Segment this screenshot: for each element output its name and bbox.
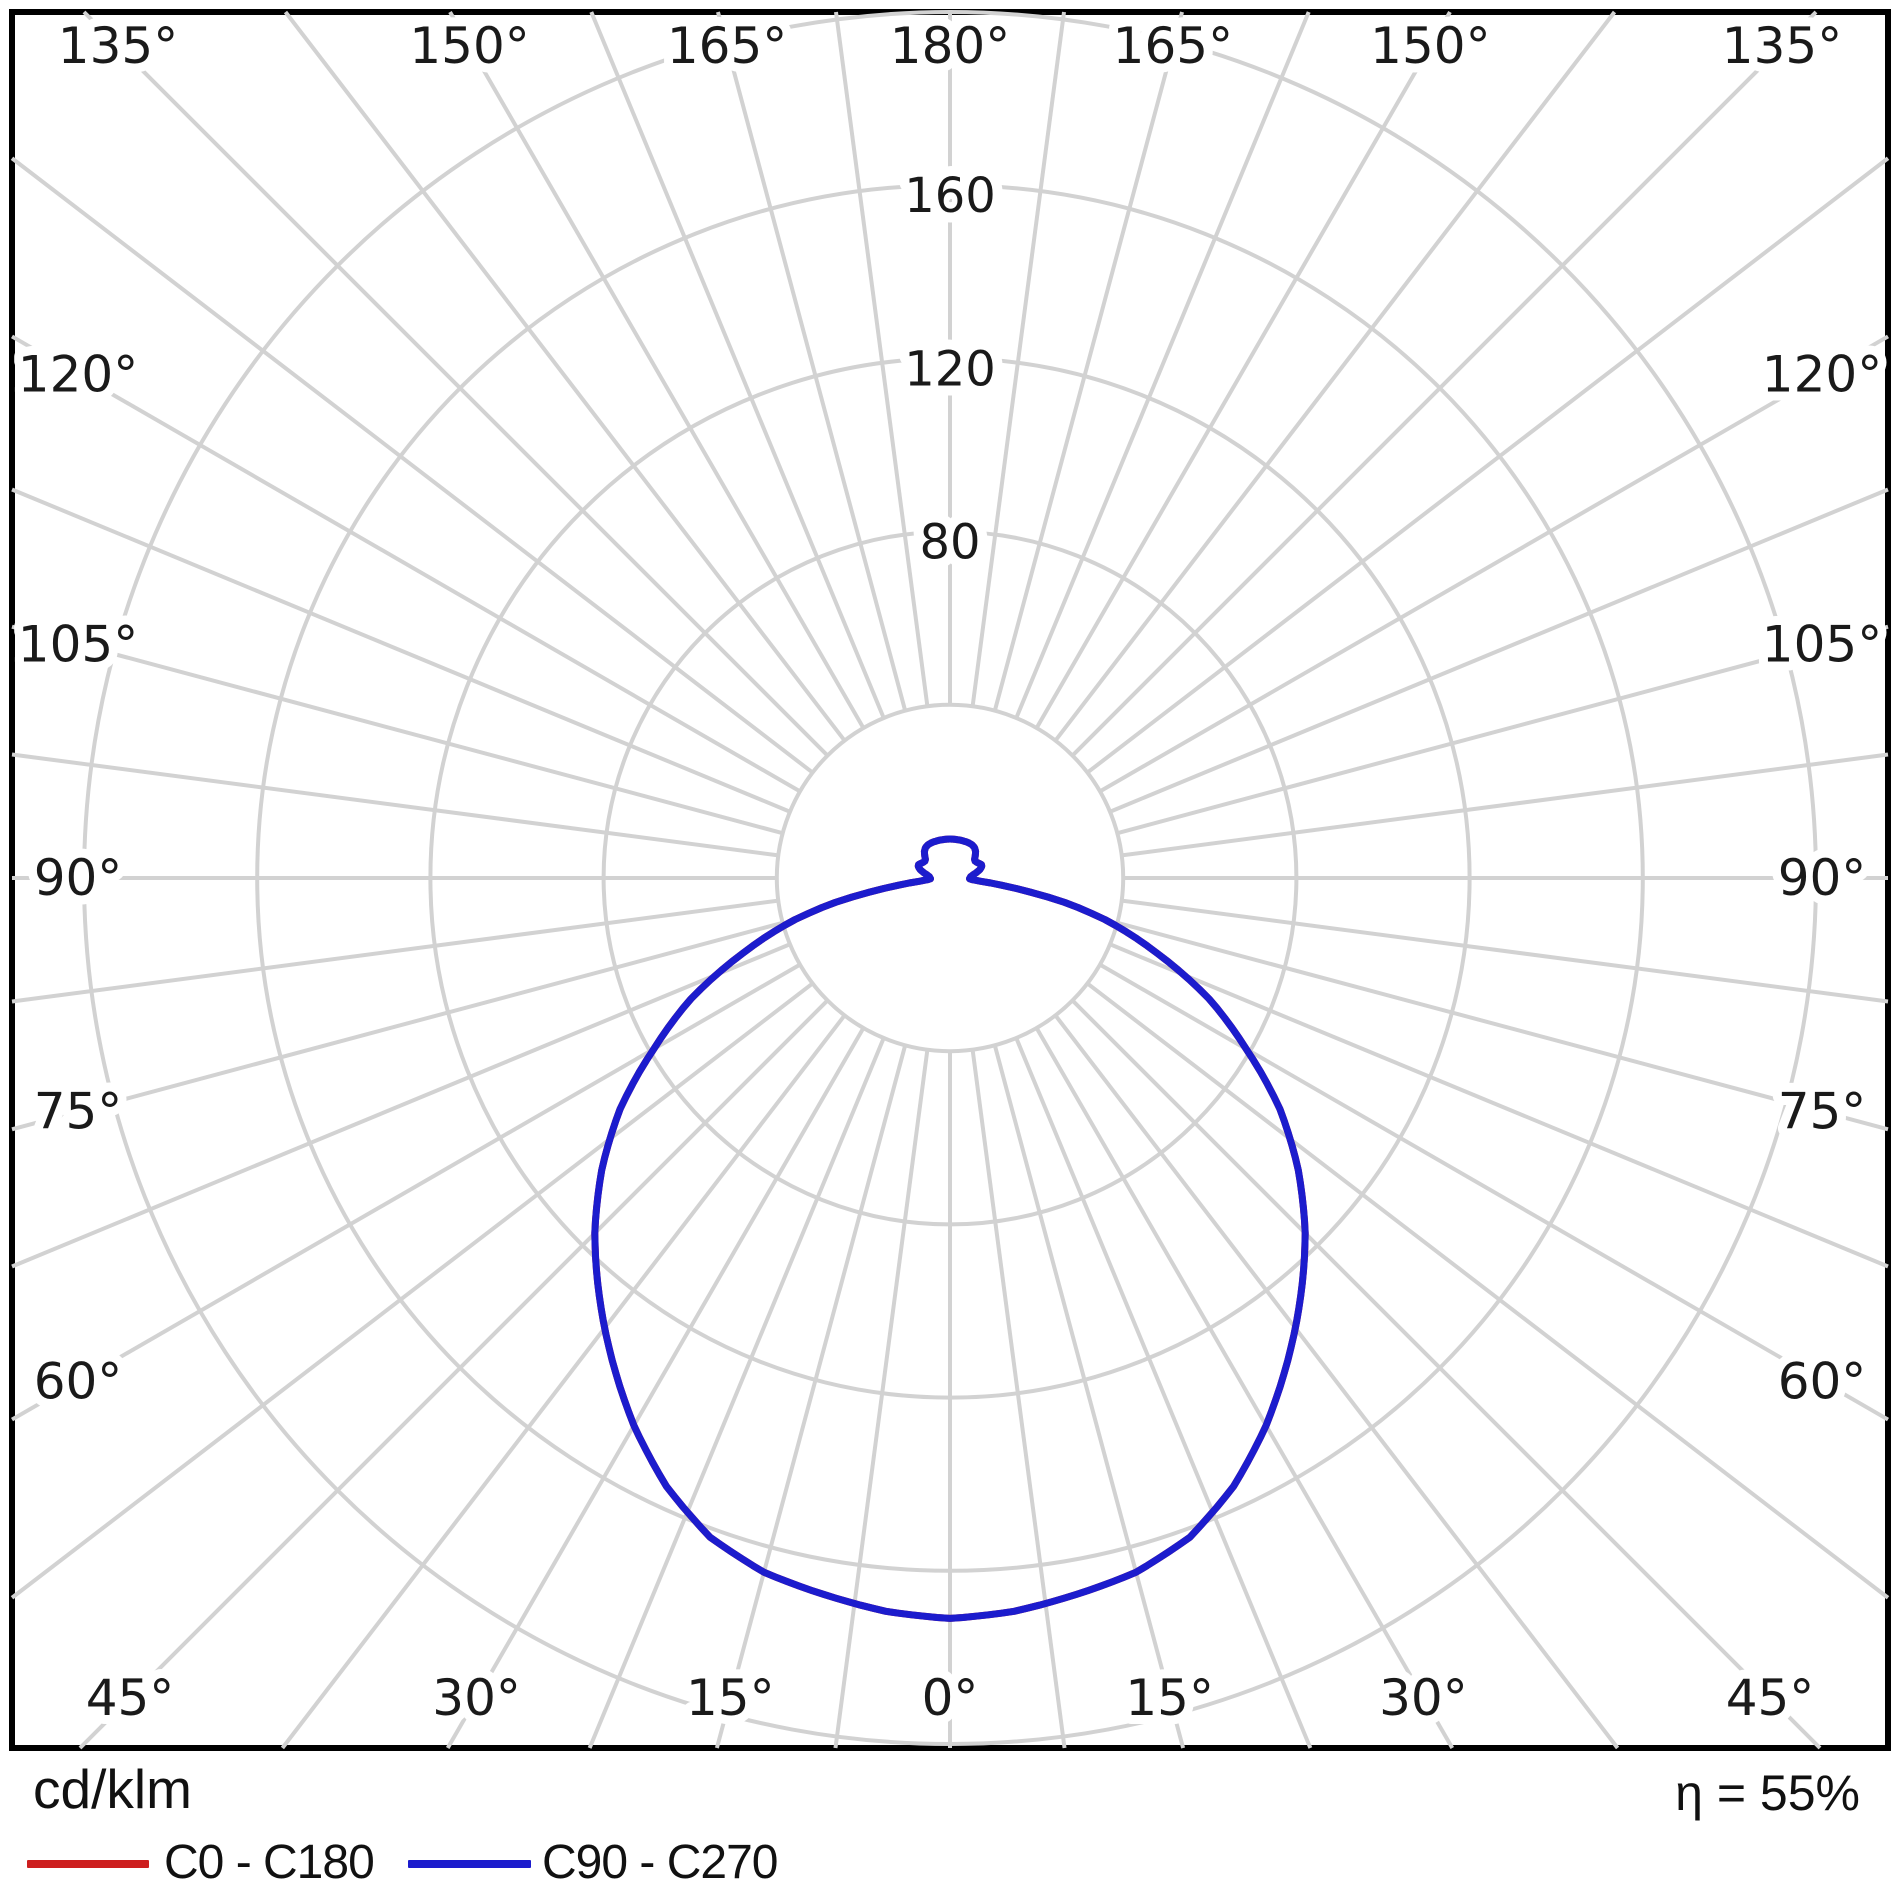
angle-label-150-right: 150° (1370, 17, 1490, 75)
radial-line-60-left (10, 962, 802, 1422)
radial-grid-group (10, 10, 1890, 1750)
radial-line-97.5-left (11, 752, 779, 858)
angle-label-15-right: 15° (1125, 1669, 1214, 1727)
angle-label-75-right: 75° (1778, 1083, 1867, 1141)
angle-label-90-left: 90° (34, 849, 123, 907)
radial-line-105-right (1116, 624, 1889, 836)
angle-label-0-right: 0° (922, 1669, 979, 1727)
angle-label-180-right: 180° (890, 17, 1010, 75)
radial-line-120-right (1098, 334, 1890, 794)
radial-line-15-left (714, 1044, 908, 1749)
angle-label-135-right: 135° (1722, 17, 1842, 75)
angle-label-105-right: 105° (1762, 615, 1882, 673)
radial-line-60-right (1098, 962, 1890, 1422)
efficiency-label: η = 55% (1675, 1765, 1860, 1821)
radial-line-75-right (1116, 920, 1889, 1132)
radial-line-15-right (992, 1044, 1186, 1749)
legend-label-c90: C90 - C270 (542, 1836, 778, 1889)
angle-label-45-left: 45° (86, 1669, 175, 1727)
angle-label-15-left: 15° (686, 1669, 775, 1727)
radial-line-30-left (445, 1026, 866, 1750)
radial-line-142.5-left (283, 10, 847, 742)
ring-label-120: 120 (904, 341, 996, 397)
radial-line-142.5-right (1053, 10, 1617, 742)
angle-label-105-left: 105° (18, 615, 138, 673)
radial-line-37.5-right (1053, 1014, 1620, 1750)
radial-line-112.5-right (1109, 487, 1889, 814)
angle-label-120-right: 120° (1762, 346, 1882, 404)
radial-line-150-right (1034, 10, 1452, 730)
radial-line-150-left (448, 10, 866, 730)
c90-c270-curve (591, 835, 1309, 1622)
radial-line-22.5-left (587, 1037, 886, 1749)
radial-line-135-left (82, 10, 829, 757)
legend-swatch-c0 (27, 1860, 149, 1868)
radial-line-30-right (1034, 1026, 1455, 1749)
radial-line-127.5-left (10, 156, 814, 775)
radial-line-75-left (11, 920, 784, 1132)
angle-label-60-right: 60° (1778, 1352, 1867, 1410)
curves-group (591, 835, 1309, 1622)
angle-label-150-left: 150° (409, 17, 529, 75)
ring-circle-40 (774, 702, 1126, 1054)
radial-line-45-left (78, 999, 829, 1750)
radial-line-135-right (1071, 10, 1818, 757)
angle-label-135-left: 135° (58, 17, 178, 75)
angle-label-90-right: 90° (1778, 849, 1867, 907)
angle-labels-group: 0° 15° 15° 30° 30° 45° 45° 60° 60° 75° 75° 90° 90° 10… (9, 8, 1891, 1736)
legend-swatch-c90 (408, 1860, 531, 1868)
radial-line-45-right (1071, 999, 1822, 1750)
radial-line-157.5-right (1014, 11, 1311, 719)
radial-line-97.5-right (1121, 752, 1889, 858)
radial-line-52.5-right (1086, 981, 1890, 1600)
angle-label-75-left: 75° (34, 1083, 123, 1141)
radial-line-37.5-left (280, 1014, 847, 1750)
unit-label: cd/klm (33, 1758, 192, 1820)
radial-line-82.5-right (1121, 898, 1889, 1004)
radial-line-157.5-left (589, 11, 886, 719)
ring-labels-group: 80 120 160 (894, 158, 1006, 580)
angle-label-30-left: 30° (432, 1669, 521, 1727)
radial-line-112.5-left (11, 487, 791, 814)
radial-line-7.5-left (833, 1049, 930, 1749)
angle-label-165-left: 165° (667, 17, 787, 75)
radial-line-22.5-right (1014, 1037, 1313, 1749)
angle-label-165-right: 165° (1113, 17, 1233, 75)
angle-label-60-left: 60° (34, 1352, 123, 1410)
angle-label-45-right: 45° (1726, 1669, 1815, 1727)
radial-line-127.5-right (1086, 156, 1890, 775)
radial-line-105-left (11, 624, 784, 836)
radial-line-67.5-left (11, 942, 791, 1269)
radial-line-52.5-left (10, 981, 814, 1600)
angle-label-30-right: 30° (1379, 1669, 1468, 1727)
radial-line-172.5-right (970, 11, 1066, 707)
ring-label-160: 160 (904, 168, 996, 224)
radial-line-172.5-left (834, 11, 930, 707)
radial-line-165-right (992, 11, 1184, 712)
radial-line-120-left (10, 334, 802, 794)
radial-line-7.5-right (970, 1049, 1067, 1749)
angle-label-120-left: 120° (18, 346, 138, 404)
radial-line-67.5-right (1109, 942, 1889, 1269)
ring-label-80: 80 (919, 515, 980, 571)
legend-label-c0: C0 - C180 (164, 1836, 375, 1889)
radial-line-82.5-left (11, 898, 779, 1004)
radial-line-165-left (716, 11, 908, 712)
